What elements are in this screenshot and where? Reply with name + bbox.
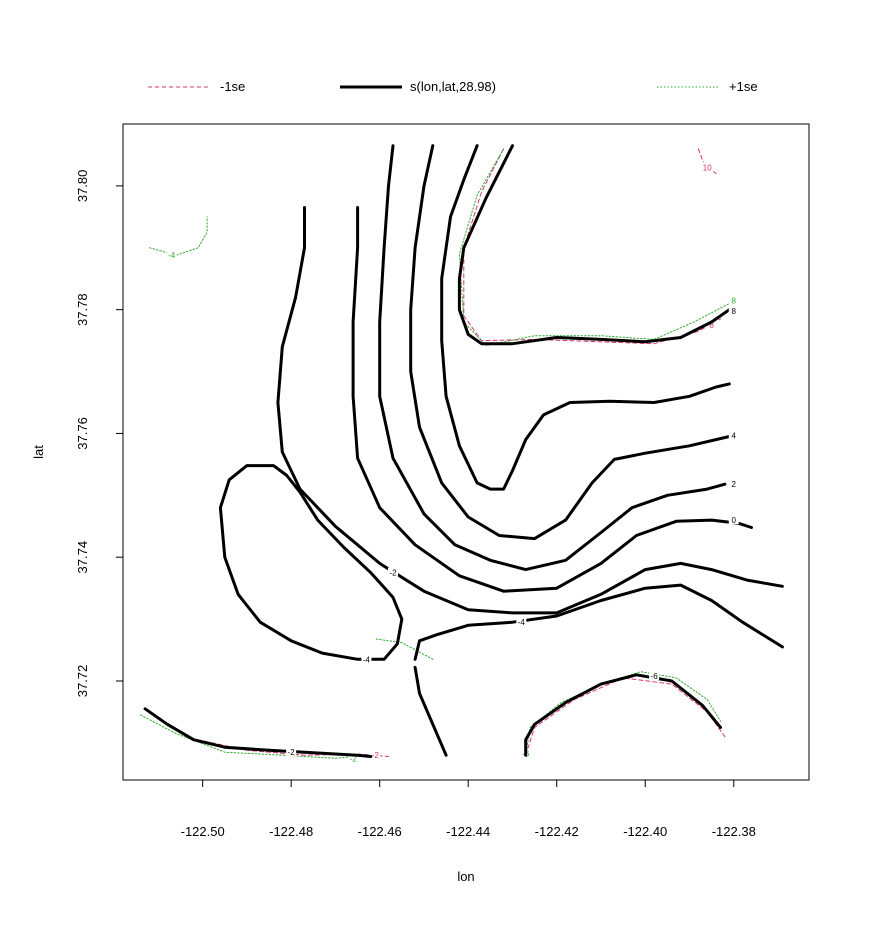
- fit-contour: [440, 144, 731, 491]
- plus-se-contour: [140, 714, 367, 759]
- fit-contour: [378, 144, 727, 572]
- fit-contour-label: -4: [518, 618, 526, 627]
- x-tick-label: -122.44: [446, 824, 490, 839]
- x-axis-label: lon: [457, 869, 474, 884]
- fit-contour-label: -6: [651, 672, 659, 681]
- fit-contour: [457, 144, 731, 346]
- x-tick-label: -122.38: [712, 824, 756, 839]
- fit-contour: [351, 206, 753, 593]
- legend: -1se s(lon,lat,28.98) +1se: [148, 79, 758, 94]
- fit-contour-label-bg: [361, 654, 372, 664]
- plus-se-contour-label-bg: [166, 250, 177, 260]
- plus-se-contour: [149, 216, 208, 256]
- fit-contour-label-bg: [516, 617, 527, 627]
- x-tick-label: -122.48: [269, 824, 313, 839]
- legend-fit-label: s(lon,lat,28.98): [410, 79, 496, 94]
- x-tick-label: -122.46: [358, 824, 402, 839]
- minus-se-contour-label: -2: [372, 751, 380, 760]
- y-tick-label: 37.76: [75, 417, 90, 450]
- fit-contour-label: 4: [732, 431, 737, 440]
- fit-contour-label: -4: [363, 655, 371, 664]
- minus-se-contour-label: 8: [709, 321, 714, 330]
- plus-se-contour: [458, 148, 730, 347]
- plus-se-contour: [374, 638, 434, 660]
- fit-contour-label-bg: [387, 567, 398, 577]
- fit-contour-label-bg: [649, 671, 660, 681]
- fit-contours: 8 4 2 0 -2 -4 -4 -2 -6: [143, 144, 784, 758]
- x-tick-label: -122.40: [623, 824, 667, 839]
- plus-se-contour-label-bg: [728, 295, 739, 305]
- y-axis-label: lat: [31, 445, 46, 459]
- plus-se-contour-label: -2: [350, 754, 358, 763]
- fit-contour: [143, 707, 373, 758]
- y-tick-label: 37.72: [75, 665, 90, 698]
- fit-contour-label: -2: [389, 569, 397, 578]
- fit-contour: [524, 673, 722, 757]
- plot-frame: [122, 123, 810, 781]
- fit-contour-label-bg: [728, 479, 739, 489]
- fit-contour-label: 8: [732, 307, 737, 316]
- plus-se-contour-label: -4: [168, 251, 176, 260]
- plus-se-contour-label-bg: [348, 753, 359, 763]
- fit-contour-label-bg: [286, 747, 297, 757]
- fit-contour-label: 0: [732, 516, 737, 525]
- minus-se-contour-label-bg: [370, 750, 381, 760]
- fit-contour: [413, 583, 784, 661]
- legend-plus-label: +1se: [729, 79, 758, 94]
- x-tick-label: -122.50: [181, 824, 225, 839]
- y-tick-label: 37.80: [75, 170, 90, 203]
- fit-contour-label-bg: [728, 515, 739, 525]
- minus-se-contour-label-bg: [706, 320, 717, 330]
- y-tick-label: 37.74: [75, 541, 90, 574]
- fit-contour: [218, 464, 404, 661]
- fit-contour-label: 2: [732, 480, 737, 489]
- x-tick-label: -122.42: [535, 824, 579, 839]
- y-tick-label: 37.78: [75, 293, 90, 326]
- minus-se-contour-label-bg: [702, 162, 713, 172]
- minus-se-contour: [697, 148, 717, 174]
- minus-se-contour: [149, 711, 389, 757]
- fit-contour-label: -2: [288, 748, 296, 757]
- fit-contour: [413, 665, 448, 757]
- minus-se-contour: [463, 148, 721, 345]
- fit-contour: [409, 144, 731, 541]
- fit-contour: [276, 206, 784, 615]
- plus-se-contour: [525, 671, 721, 756]
- legend-minus-label: -1se: [220, 79, 245, 94]
- minus-se-contour-label: 10: [703, 163, 712, 172]
- fit-contour-label-bg: [728, 305, 739, 315]
- x-axis: -122.50 -122.48 -122.46 -122.44 -122.42 -122.…: [181, 780, 756, 839]
- plus-se-contour-label: 8: [732, 296, 737, 305]
- minus-se-contour: [525, 677, 726, 756]
- fit-contour-label-bg: [728, 430, 739, 440]
- plus-se-contours: -4 8 -2 -6: [140, 148, 739, 763]
- y-axis: 37.72 37.74 37.76 37.78 37.80: [75, 170, 123, 698]
